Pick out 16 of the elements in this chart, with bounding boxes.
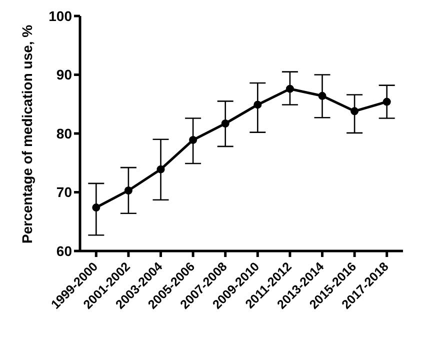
point	[382, 98, 391, 106]
point	[318, 92, 326, 100]
point	[254, 100, 262, 109]
point	[92, 204, 100, 212]
point	[221, 120, 230, 128]
point	[156, 165, 165, 174]
y-axis-title: Percentage of medication use, %	[18, 24, 35, 244]
point	[124, 186, 132, 194]
point	[189, 136, 198, 144]
y-tick-label: 60	[56, 242, 72, 259]
point	[286, 84, 294, 93]
y-tick-label: 80	[56, 125, 72, 142]
point	[350, 107, 359, 116]
y-tick-label: 70	[56, 184, 72, 200]
y-tick-label: 90	[56, 66, 72, 83]
y-tick-label: 100	[48, 8, 72, 24]
